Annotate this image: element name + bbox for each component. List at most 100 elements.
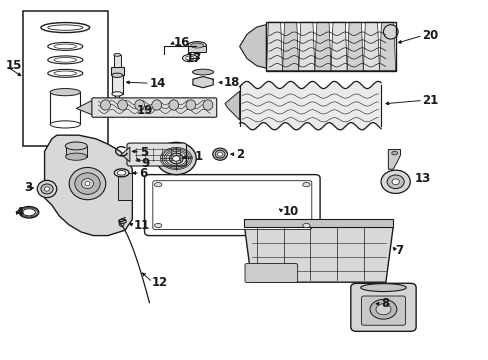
Ellipse shape — [44, 187, 49, 191]
Ellipse shape — [172, 156, 180, 161]
Ellipse shape — [48, 56, 82, 64]
FancyBboxPatch shape — [244, 264, 297, 283]
Bar — [22, 12, 108, 146]
FancyBboxPatch shape — [127, 143, 186, 166]
Ellipse shape — [69, 167, 105, 200]
Ellipse shape — [19, 207, 39, 218]
Polygon shape — [282, 22, 298, 71]
Ellipse shape — [50, 121, 80, 128]
Ellipse shape — [114, 53, 121, 56]
FancyBboxPatch shape — [153, 181, 311, 229]
Ellipse shape — [383, 25, 397, 39]
Ellipse shape — [114, 169, 129, 177]
Polygon shape — [193, 77, 213, 88]
Ellipse shape — [156, 142, 196, 175]
Text: 7: 7 — [395, 244, 403, 257]
Ellipse shape — [217, 152, 222, 156]
Text: 21: 21 — [422, 94, 438, 107]
Ellipse shape — [41, 184, 53, 194]
Text: 14: 14 — [149, 77, 165, 90]
Ellipse shape — [182, 54, 197, 62]
Ellipse shape — [65, 142, 87, 150]
Ellipse shape — [50, 89, 80, 96]
Ellipse shape — [212, 148, 227, 160]
Ellipse shape — [386, 175, 404, 189]
Bar — [112, 75, 122, 94]
Ellipse shape — [101, 100, 110, 110]
Polygon shape — [118, 173, 132, 200]
Ellipse shape — [360, 284, 406, 292]
Text: 13: 13 — [413, 172, 429, 185]
Ellipse shape — [48, 42, 82, 50]
Ellipse shape — [190, 43, 203, 48]
Bar — [65, 146, 87, 157]
FancyBboxPatch shape — [144, 175, 320, 235]
Ellipse shape — [48, 69, 82, 77]
Text: 17: 17 — [185, 52, 202, 65]
Ellipse shape — [169, 153, 183, 164]
Text: 8: 8 — [380, 297, 388, 310]
Ellipse shape — [380, 170, 409, 193]
Ellipse shape — [37, 180, 57, 198]
Text: 6: 6 — [140, 167, 147, 180]
Ellipse shape — [22, 209, 35, 216]
Ellipse shape — [85, 181, 90, 186]
Polygon shape — [120, 147, 130, 162]
Polygon shape — [244, 226, 392, 282]
Text: 4: 4 — [15, 207, 23, 220]
Ellipse shape — [112, 92, 122, 96]
Text: 9: 9 — [141, 157, 149, 170]
Ellipse shape — [118, 100, 127, 110]
Text: 1: 1 — [194, 150, 203, 163]
Ellipse shape — [391, 151, 397, 155]
Ellipse shape — [48, 25, 82, 30]
Ellipse shape — [154, 224, 162, 228]
Polygon shape — [224, 91, 239, 120]
Polygon shape — [239, 24, 266, 68]
Text: 16: 16 — [173, 36, 190, 49]
Ellipse shape — [75, 173, 100, 194]
Ellipse shape — [41, 23, 89, 33]
Ellipse shape — [119, 219, 126, 224]
Ellipse shape — [187, 41, 206, 49]
Bar — [187, 45, 206, 52]
Bar — [50, 92, 80, 125]
Ellipse shape — [203, 100, 212, 110]
Ellipse shape — [135, 100, 144, 110]
Text: 20: 20 — [422, 29, 438, 42]
Ellipse shape — [65, 153, 87, 160]
Polygon shape — [314, 22, 330, 71]
Ellipse shape — [375, 304, 390, 315]
Ellipse shape — [369, 300, 396, 319]
Ellipse shape — [215, 150, 224, 158]
Bar — [266, 22, 395, 71]
Ellipse shape — [185, 56, 194, 60]
Ellipse shape — [391, 179, 399, 185]
Text: 12: 12 — [152, 276, 168, 289]
Bar — [111, 67, 123, 75]
Polygon shape — [330, 22, 346, 71]
Text: 2: 2 — [236, 148, 244, 161]
Polygon shape — [44, 135, 132, 235]
Ellipse shape — [302, 183, 309, 187]
Ellipse shape — [117, 171, 126, 175]
Ellipse shape — [81, 179, 93, 189]
Text: 11: 11 — [133, 219, 149, 233]
Ellipse shape — [302, 224, 309, 228]
Polygon shape — [346, 22, 363, 71]
Ellipse shape — [168, 100, 178, 110]
Ellipse shape — [185, 100, 195, 110]
Polygon shape — [298, 22, 314, 71]
Ellipse shape — [54, 58, 76, 62]
Text: 18: 18 — [224, 76, 240, 89]
Ellipse shape — [152, 100, 161, 110]
Bar — [114, 55, 121, 67]
Ellipse shape — [54, 44, 76, 49]
Ellipse shape — [192, 69, 213, 75]
Text: 5: 5 — [140, 145, 147, 158]
FancyBboxPatch shape — [350, 283, 415, 331]
FancyBboxPatch shape — [361, 296, 405, 325]
FancyBboxPatch shape — [92, 98, 216, 117]
Ellipse shape — [54, 71, 76, 76]
Polygon shape — [76, 100, 93, 115]
